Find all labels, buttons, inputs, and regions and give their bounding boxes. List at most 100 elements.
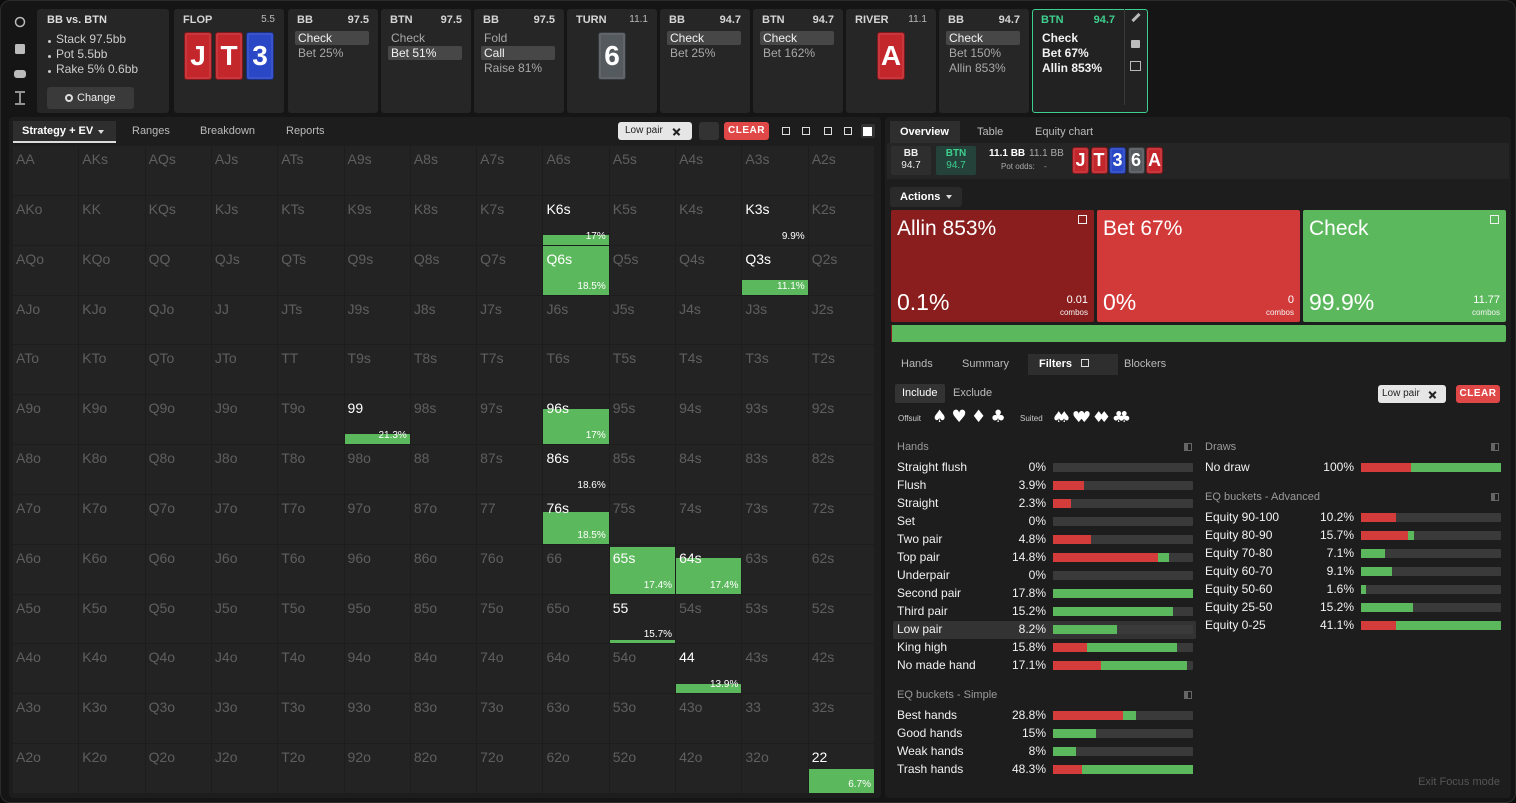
hand-cell[interactable]	[742, 594, 808, 644]
suit-filter[interactable]: ♣	[990, 407, 1006, 427]
hand-cell[interactable]	[344, 345, 410, 395]
hand-cell[interactable]	[145, 744, 211, 793]
hand-cell[interactable]	[808, 494, 874, 544]
hand-cell[interactable]	[211, 345, 278, 395]
clear-button[interactable]: CLEAR	[1456, 385, 1500, 403]
hand-cell[interactable]	[477, 644, 543, 694]
hand-cell[interactable]	[278, 245, 344, 295]
hand-cell[interactable]	[13, 395, 79, 445]
overview-tab[interactable]: Equity chart	[1035, 126, 1094, 138]
hand-cell[interactable]	[609, 345, 676, 395]
action-option[interactable]: Allin 853%	[949, 61, 1006, 75]
copy-icon[interactable]	[699, 122, 719, 140]
action-option[interactable]: Bet 67%	[1042, 46, 1089, 60]
action-option[interactable]: Bet 162%	[763, 46, 816, 60]
hand-cell[interactable]	[808, 644, 874, 694]
hand-cell[interactable]	[676, 494, 742, 544]
overview-tab[interactable]: Table	[977, 126, 1004, 138]
hand-cell[interactable]	[79, 544, 145, 594]
hand-cell[interactable]	[79, 295, 145, 345]
action-option[interactable]: Raise 81%	[484, 61, 543, 75]
action-box[interactable]	[891, 210, 1094, 322]
hand-cell[interactable]	[278, 345, 344, 395]
hand-cell[interactable]	[13, 594, 79, 644]
suit-filter[interactable]: ♥♥	[1072, 408, 1091, 426]
hand-cell[interactable]	[344, 445, 410, 494]
action-option[interactable]: Check	[295, 31, 369, 45]
hand-cell[interactable]	[609, 395, 676, 445]
hand-cell[interactable]	[609, 146, 676, 195]
hand-cell[interactable]	[278, 644, 344, 694]
hand-cell[interactable]	[79, 345, 145, 395]
hand-cell[interactable]	[477, 295, 543, 345]
change-label[interactable]: Change	[77, 92, 116, 104]
hand-cell[interactable]	[211, 744, 278, 793]
hand-cell[interactable]	[477, 245, 543, 295]
hand-cell[interactable]	[344, 744, 410, 793]
action-option[interactable]: Call	[481, 46, 555, 60]
hand-cell[interactable]	[278, 395, 344, 445]
hand-cell[interactable]	[676, 195, 742, 245]
change-button[interactable]	[47, 87, 134, 109]
street-column[interactable]	[381, 9, 471, 113]
action-option[interactable]: Allin 853%	[1042, 61, 1103, 75]
hand-cell[interactable]	[543, 544, 609, 594]
hand-cell[interactable]	[13, 445, 79, 494]
hand-cell[interactable]	[477, 395, 543, 445]
hand-cell[interactable]	[676, 694, 742, 744]
action-box[interactable]	[1303, 210, 1506, 322]
hand-cell[interactable]	[278, 445, 344, 494]
hand-cell[interactable]	[344, 494, 410, 544]
strategy-tab[interactable]: Breakdown	[200, 125, 256, 137]
hand-cell[interactable]	[211, 295, 278, 345]
hand-cell[interactable]	[13, 295, 79, 345]
hand-cell[interactable]	[742, 544, 808, 594]
hand-cell[interactable]	[278, 744, 344, 793]
suit-filter[interactable]: ♦♦	[1092, 408, 1111, 426]
hand-cell[interactable]	[410, 345, 477, 395]
hand-cell[interactable]	[278, 195, 344, 245]
action-option[interactable]: Check	[391, 31, 426, 45]
street-column[interactable]	[753, 9, 843, 113]
hand-cell[interactable]	[609, 195, 676, 245]
hand-cell[interactable]	[278, 594, 344, 644]
hand-cell[interactable]	[410, 445, 477, 494]
hand-cell[interactable]	[344, 594, 410, 644]
hand-cell[interactable]	[676, 594, 742, 644]
hand-cell[interactable]	[609, 644, 676, 694]
hand-cell[interactable]	[410, 295, 477, 345]
suit-filter[interactable]: ♠♠	[1052, 408, 1071, 426]
hand-cell[interactable]	[609, 744, 676, 793]
hand-cell[interactable]	[477, 694, 543, 744]
hand-cell[interactable]	[344, 694, 410, 744]
hand-cell[interactable]	[477, 445, 543, 494]
hand-cell[interactable]	[742, 744, 808, 793]
hand-cell[interactable]	[13, 146, 79, 195]
hand-cell[interactable]	[211, 594, 278, 644]
hand-cell[interactable]	[344, 195, 410, 245]
filter-chip[interactable]: Low pair	[1378, 385, 1446, 403]
hand-cell[interactable]	[278, 146, 344, 195]
hand-cell[interactable]	[13, 694, 79, 744]
overview-tab[interactable]: Overview	[890, 121, 960, 143]
hand-cell[interactable]	[13, 494, 79, 544]
hand-cell[interactable]	[410, 544, 477, 594]
exit-focus[interactable]: Exit Focus mode	[1418, 776, 1500, 788]
hand-cell[interactable]	[211, 644, 278, 694]
hand-cell[interactable]	[477, 544, 543, 594]
detail-tab[interactable]: Summary	[962, 358, 1010, 370]
hand-cell[interactable]	[211, 494, 278, 544]
hand-cell[interactable]	[477, 345, 543, 395]
hand-cell[interactable]	[145, 594, 211, 644]
strategy-tab[interactable]: Ranges	[132, 125, 170, 137]
hand-cell[interactable]	[676, 295, 742, 345]
filter-chip[interactable]: Low pair	[618, 122, 692, 140]
detail-tab[interactable]: Filters	[1028, 354, 1118, 375]
hand-cell[interactable]	[742, 345, 808, 395]
street-column[interactable]	[1032, 9, 1148, 113]
hand-cell[interactable]	[410, 245, 477, 295]
hand-cell[interactable]	[79, 744, 145, 793]
hand-cell[interactable]	[808, 146, 874, 195]
hand-cell[interactable]	[543, 744, 609, 793]
hand-cell[interactable]	[676, 146, 742, 195]
